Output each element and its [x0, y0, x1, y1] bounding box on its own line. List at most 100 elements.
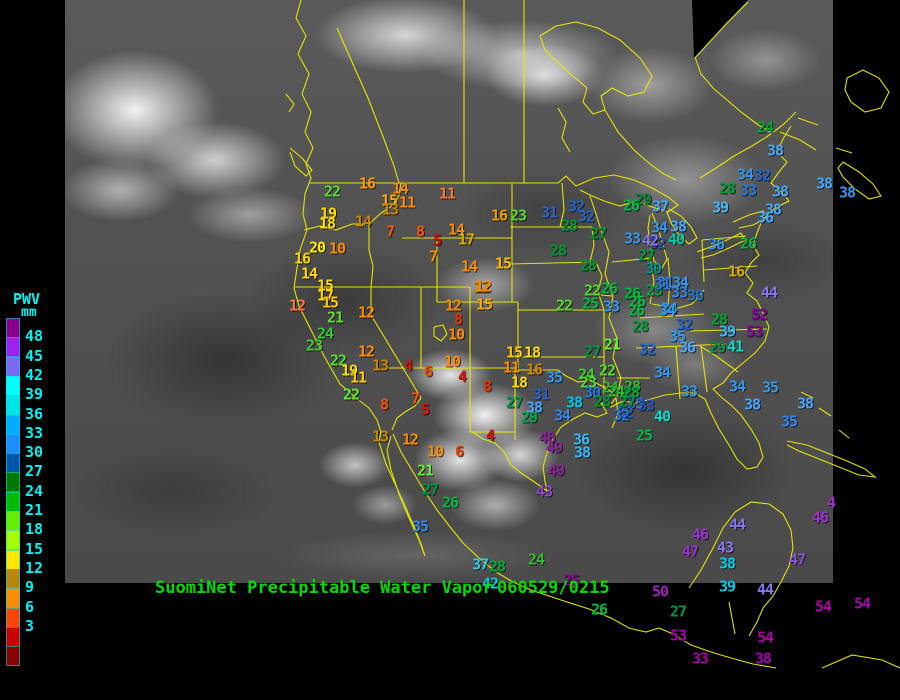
- station-value: 35: [411, 517, 429, 536]
- station-value: 39: [711, 198, 729, 217]
- station-value: 38: [796, 394, 814, 413]
- station-value: 28: [560, 216, 578, 235]
- station-value: 10: [447, 325, 465, 344]
- station-value: 27: [505, 393, 523, 412]
- station-value: 35: [626, 394, 644, 413]
- station-value: 34: [653, 363, 671, 382]
- station-value: 36: [756, 208, 774, 227]
- station-value: 52: [750, 305, 768, 324]
- station-value: 49: [547, 461, 565, 480]
- station-value: 29: [634, 190, 652, 209]
- station-value: 34: [658, 301, 676, 320]
- station-value: 32: [567, 197, 585, 216]
- legend-tick-label: 45: [25, 346, 44, 365]
- station-value: 27: [619, 385, 637, 404]
- station-value: 26: [441, 493, 459, 512]
- station-value: 38: [754, 649, 772, 668]
- station-value: 6: [423, 362, 433, 381]
- station-value: 5: [420, 400, 430, 419]
- station-value: 22: [342, 385, 360, 404]
- station-value: 14: [300, 264, 318, 283]
- station-value: 26: [622, 196, 640, 215]
- station-value: 53: [669, 626, 687, 645]
- station-value: 47: [681, 542, 699, 561]
- station-value: 32: [616, 403, 634, 422]
- station-value: 31: [653, 275, 671, 294]
- station-value: 13: [371, 356, 389, 375]
- station-value: 21: [603, 335, 621, 354]
- station-value: 11: [398, 193, 416, 212]
- station-value: 19: [319, 204, 337, 223]
- station-value: 25: [635, 426, 653, 445]
- station-value: 18: [510, 373, 528, 392]
- station-value: 37: [651, 197, 669, 216]
- station-value: 8: [453, 310, 463, 329]
- legend-swatch: [6, 549, 20, 570]
- legend-tick-label: 21: [25, 501, 44, 519]
- station-value: 14: [354, 212, 372, 231]
- station-value: 43: [716, 538, 734, 557]
- station-value: 26: [623, 284, 641, 303]
- station-value: 20: [308, 238, 326, 257]
- station-value: 46: [691, 525, 709, 544]
- station-value: 38: [525, 398, 543, 417]
- station-value: 24: [607, 382, 625, 401]
- title-bar: SuomiNet Precipitable Water Vapor 060529…: [0, 578, 900, 598]
- station-value: 34: [553, 406, 571, 425]
- station-value: 47: [788, 550, 806, 569]
- legend-swatch: [6, 337, 20, 358]
- legend-swatch: [6, 318, 20, 338]
- station-value: 14: [447, 220, 465, 239]
- station-value: 36: [707, 235, 725, 254]
- station-value: 33: [670, 283, 688, 302]
- station-value: 23: [305, 336, 323, 355]
- legend-swatch: [6, 356, 20, 377]
- station-value: 48: [538, 428, 556, 447]
- station-value: 31: [540, 203, 558, 222]
- station-value: 16: [727, 262, 745, 281]
- station-value: 34: [728, 377, 746, 396]
- station-value: 12: [472, 278, 490, 297]
- station-value: 40: [667, 230, 685, 249]
- station-value: 37: [471, 555, 489, 574]
- station-value: 27: [589, 224, 607, 243]
- station-value: 18: [318, 214, 336, 233]
- station-value: 38: [669, 217, 687, 236]
- station-value: 23: [509, 206, 527, 225]
- legend-tick-label: 24: [25, 481, 44, 500]
- station-value: 28: [593, 392, 611, 411]
- station-value: 26: [590, 600, 608, 619]
- station-value: 24: [601, 378, 619, 397]
- missing-data-notch: [692, 0, 748, 58]
- station-value: 28: [631, 317, 649, 336]
- station-value: 42: [481, 574, 499, 593]
- station-value: 34: [671, 273, 689, 292]
- station-value: 15: [316, 276, 334, 295]
- legend-cells: 48 45 42 39 36 33 30 27 24 21 18 15 12 9 6 3: [6, 318, 64, 670]
- station-value: 21: [326, 308, 344, 327]
- legend-tick-label: 3: [25, 616, 35, 635]
- station-value: 10: [426, 442, 444, 461]
- legend-swatch: [6, 530, 20, 551]
- product-title: SuomiNet Precipitable Water Vapor: [155, 578, 493, 598]
- station-value: 27: [637, 246, 655, 265]
- station-value: 34: [660, 299, 678, 318]
- station-value: 24: [577, 365, 595, 384]
- station-value: 36: [678, 338, 696, 357]
- station-value: 11: [438, 184, 456, 203]
- legend-swatch: [6, 626, 20, 647]
- station-value: 35: [761, 378, 779, 397]
- legend-swatch: [6, 433, 20, 454]
- station-value: 36: [572, 430, 590, 449]
- station-value: 32: [577, 207, 595, 226]
- station-value: 22: [598, 361, 616, 380]
- station-value: 25: [581, 294, 599, 313]
- station-value: 29: [645, 281, 663, 300]
- station-value: 11: [502, 358, 520, 377]
- station-value: 39: [718, 577, 736, 596]
- station-value: 28: [718, 179, 736, 198]
- station-value: 44: [756, 580, 774, 599]
- station-value: 32: [675, 315, 693, 334]
- station-value: 43: [535, 482, 553, 501]
